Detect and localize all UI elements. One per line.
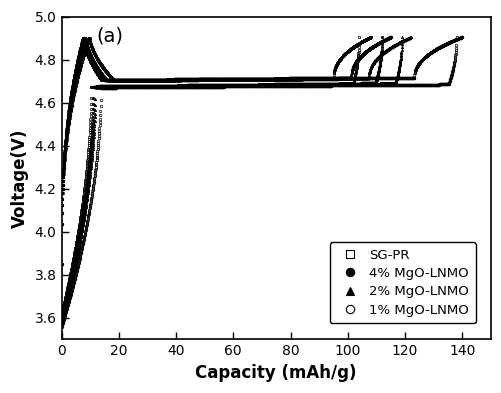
Text: (a): (a) xyxy=(96,26,123,45)
Legend: SG-PR, 4% MgO-LNMO, 2% MgO-LNMO, 1% MgO-LNMO: SG-PR, 4% MgO-LNMO, 2% MgO-LNMO, 1% MgO-… xyxy=(329,242,475,323)
X-axis label: Capacity (mAh/g): Capacity (mAh/g) xyxy=(195,364,356,382)
Y-axis label: Voltage(V): Voltage(V) xyxy=(11,129,29,228)
